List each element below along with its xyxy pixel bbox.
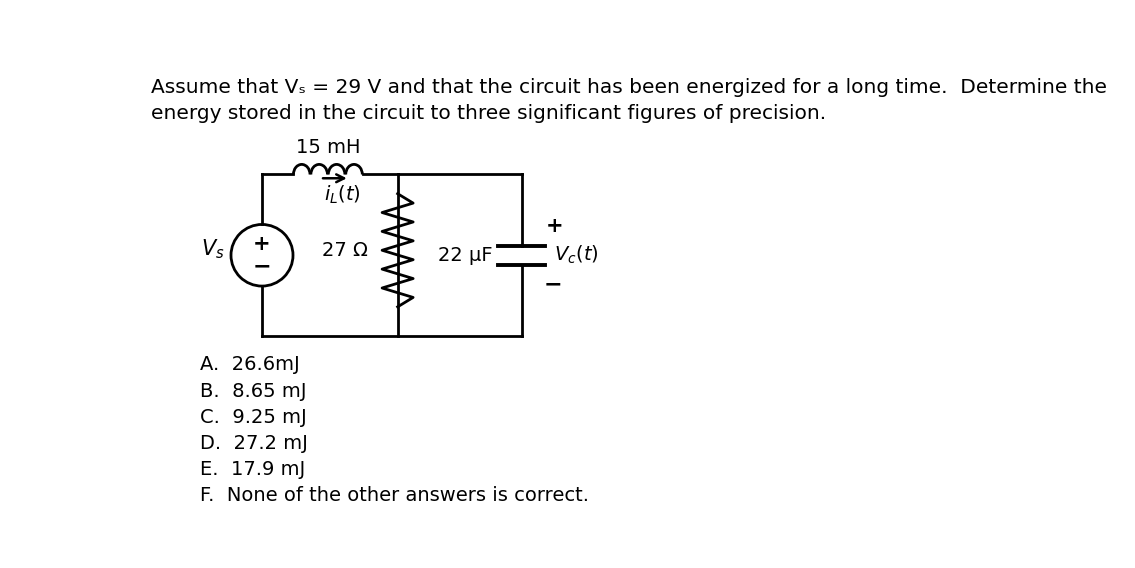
Text: 15 mH: 15 mH (295, 139, 360, 157)
Text: +: + (253, 235, 271, 254)
Text: −: − (544, 274, 562, 295)
Text: F.  None of the other answers is correct.: F. None of the other answers is correct. (200, 486, 589, 506)
Text: +: + (545, 216, 563, 236)
Text: C.  9.25 mJ: C. 9.25 mJ (200, 408, 306, 427)
Text: $V_c(t)$: $V_c(t)$ (554, 244, 599, 266)
Text: Assume that Vₛ = 29 V and that the circuit has been energized for a long time.  : Assume that Vₛ = 29 V and that the circu… (151, 78, 1107, 97)
Text: E.  17.9 mJ: E. 17.9 mJ (200, 460, 305, 479)
Text: A.  26.6mJ: A. 26.6mJ (200, 356, 300, 374)
Text: 27 Ω: 27 Ω (322, 241, 368, 260)
Text: $i_L(t)$: $i_L(t)$ (323, 183, 361, 206)
Text: 22 μF: 22 μF (438, 246, 493, 265)
Text: B.  8.65 mJ: B. 8.65 mJ (200, 382, 306, 400)
Text: energy stored in the circuit to three significant figures of precision.: energy stored in the circuit to three si… (151, 103, 826, 123)
Text: $V_s$: $V_s$ (201, 237, 225, 261)
Text: −: − (253, 256, 271, 276)
Text: D.  27.2 mJ: D. 27.2 mJ (200, 434, 308, 453)
